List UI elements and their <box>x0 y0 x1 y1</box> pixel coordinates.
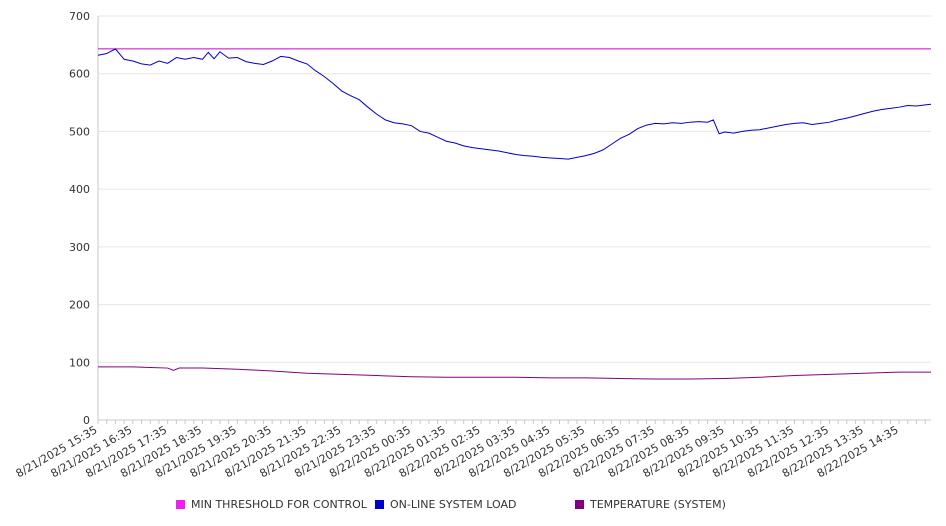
x-axis-ticks: 8/21/2025 15:358/21/2025 16:358/21/2025 … <box>14 423 901 480</box>
y-tick-label: 100 <box>69 356 90 369</box>
y-tick-label: 600 <box>69 68 90 81</box>
y-tick-label: 0 <box>83 414 90 427</box>
axes <box>97 16 931 424</box>
y-tick-label: 200 <box>69 299 90 312</box>
legend-label: TEMPERATURE (SYSTEM) <box>590 498 726 511</box>
legend-item-system-load[interactable]: ON-LINE SYSTEM LOAD <box>375 498 516 511</box>
legend-item-temperature[interactable]: TEMPERATURE (SYSTEM) <box>575 498 726 511</box>
legend-swatch <box>375 500 384 509</box>
legend-label: MIN THRESHOLD FOR CONTROL <box>191 498 367 511</box>
legend-item-min-threshold[interactable]: MIN THRESHOLD FOR CONTROL <box>176 498 367 511</box>
y-tick-label: 300 <box>69 241 90 254</box>
legend-swatch <box>176 500 185 509</box>
y-axis-ticks: 0 100 200 300 400 500 600 700 <box>69 10 90 427</box>
y-tick-label: 700 <box>69 10 90 23</box>
temperature-line <box>98 366 931 380</box>
series-lines <box>97 48 932 380</box>
system-load-line <box>97 48 932 160</box>
grid-lines <box>98 15 931 363</box>
y-tick-label: 400 <box>69 183 90 196</box>
y-tick-label: 500 <box>69 125 90 138</box>
legend-label: ON-LINE SYSTEM LOAD <box>390 498 517 511</box>
legend-swatch <box>575 500 584 509</box>
legend: MIN THRESHOLD FOR CONTROL ON-LINE SYSTEM… <box>0 498 946 514</box>
